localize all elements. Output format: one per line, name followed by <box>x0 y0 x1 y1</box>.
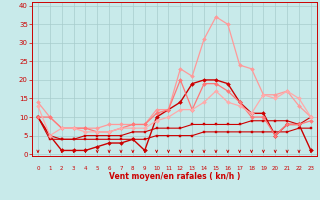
X-axis label: Vent moyen/en rafales ( kn/h ): Vent moyen/en rafales ( kn/h ) <box>109 172 240 181</box>
